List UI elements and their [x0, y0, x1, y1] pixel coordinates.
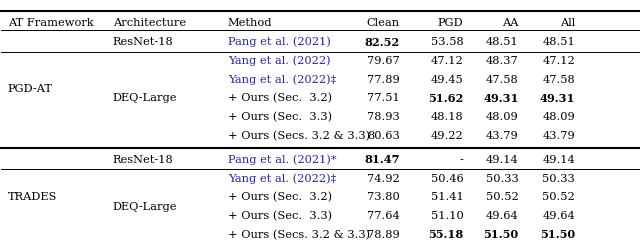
Text: 48.51: 48.51 — [542, 37, 575, 47]
Text: 50.52: 50.52 — [486, 192, 519, 202]
Text: 51.62: 51.62 — [428, 93, 463, 104]
Text: ResNet-18: ResNet-18 — [113, 155, 173, 165]
Text: 74.92: 74.92 — [367, 174, 399, 184]
Text: 47.58: 47.58 — [542, 75, 575, 85]
Text: 51.50: 51.50 — [484, 229, 519, 241]
Text: + Ours (Sec.  3.2): + Ours (Sec. 3.2) — [228, 192, 332, 203]
Text: 43.79: 43.79 — [542, 131, 575, 141]
Text: -: - — [460, 155, 463, 165]
Text: PGD: PGD — [438, 18, 463, 28]
Text: DEQ-Large: DEQ-Large — [113, 94, 177, 103]
Text: + Ours (Secs. 3.2 & 3.3): + Ours (Secs. 3.2 & 3.3) — [228, 131, 370, 141]
Text: DEQ-Large: DEQ-Large — [113, 202, 177, 212]
Text: AA: AA — [502, 18, 519, 28]
Text: 53.58: 53.58 — [431, 37, 463, 47]
Text: 51.50: 51.50 — [540, 229, 575, 241]
Text: 47.12: 47.12 — [431, 56, 463, 66]
Text: 49.14: 49.14 — [486, 155, 519, 165]
Text: 77.64: 77.64 — [367, 211, 399, 221]
Text: All: All — [559, 18, 575, 28]
Text: 55.18: 55.18 — [428, 229, 463, 241]
Text: 77.89: 77.89 — [367, 75, 399, 85]
Text: Pang et al. (2021)*: Pang et al. (2021)* — [228, 154, 336, 165]
Text: Yang et al. (2022): Yang et al. (2022) — [228, 56, 330, 66]
Text: 49.14: 49.14 — [542, 155, 575, 165]
Text: + Ours (Secs. 3.2 & 3.3): + Ours (Secs. 3.2 & 3.3) — [228, 230, 370, 240]
Text: TRADES: TRADES — [8, 192, 57, 202]
Text: 49.64: 49.64 — [542, 211, 575, 221]
Text: 77.51: 77.51 — [367, 94, 399, 103]
Text: 49.22: 49.22 — [431, 131, 463, 141]
Text: 50.46: 50.46 — [431, 174, 463, 184]
Text: 78.93: 78.93 — [367, 112, 399, 122]
Text: 48.37: 48.37 — [486, 56, 519, 66]
Text: 49.64: 49.64 — [486, 211, 519, 221]
Text: ResNet-18: ResNet-18 — [113, 37, 173, 47]
Text: 47.58: 47.58 — [486, 75, 519, 85]
Text: 49.31: 49.31 — [540, 93, 575, 104]
Text: 48.09: 48.09 — [542, 112, 575, 122]
Text: PGD-AT: PGD-AT — [8, 84, 52, 94]
Text: 48.51: 48.51 — [486, 37, 519, 47]
Text: 78.89: 78.89 — [367, 230, 399, 240]
Text: 81.47: 81.47 — [364, 154, 399, 165]
Text: + Ours (Sec.  3.3): + Ours (Sec. 3.3) — [228, 211, 332, 221]
Text: + Ours (Sec.  3.2): + Ours (Sec. 3.2) — [228, 93, 332, 104]
Text: Architecture: Architecture — [113, 18, 186, 28]
Text: 82.52: 82.52 — [364, 37, 399, 48]
Text: 51.41: 51.41 — [431, 192, 463, 202]
Text: 50.33: 50.33 — [542, 174, 575, 184]
Text: 49.45: 49.45 — [431, 75, 463, 85]
Text: 80.63: 80.63 — [367, 131, 399, 141]
Text: 48.09: 48.09 — [486, 112, 519, 122]
Text: 73.80: 73.80 — [367, 192, 399, 202]
Text: Yang et al. (2022)‡: Yang et al. (2022)‡ — [228, 173, 336, 184]
Text: AT Framework: AT Framework — [8, 18, 93, 28]
Text: Yang et al. (2022)‡: Yang et al. (2022)‡ — [228, 74, 336, 85]
Text: 79.67: 79.67 — [367, 56, 399, 66]
Text: Clean: Clean — [367, 18, 399, 28]
Text: 50.33: 50.33 — [486, 174, 519, 184]
Text: 47.12: 47.12 — [542, 56, 575, 66]
Text: + Ours (Sec.  3.3): + Ours (Sec. 3.3) — [228, 112, 332, 122]
Text: 43.79: 43.79 — [486, 131, 519, 141]
Text: 51.10: 51.10 — [431, 211, 463, 221]
Text: 48.18: 48.18 — [431, 112, 463, 122]
Text: Method: Method — [228, 18, 272, 28]
Text: 50.52: 50.52 — [542, 192, 575, 202]
Text: 49.31: 49.31 — [483, 93, 519, 104]
Text: Pang et al. (2021): Pang et al. (2021) — [228, 37, 330, 47]
